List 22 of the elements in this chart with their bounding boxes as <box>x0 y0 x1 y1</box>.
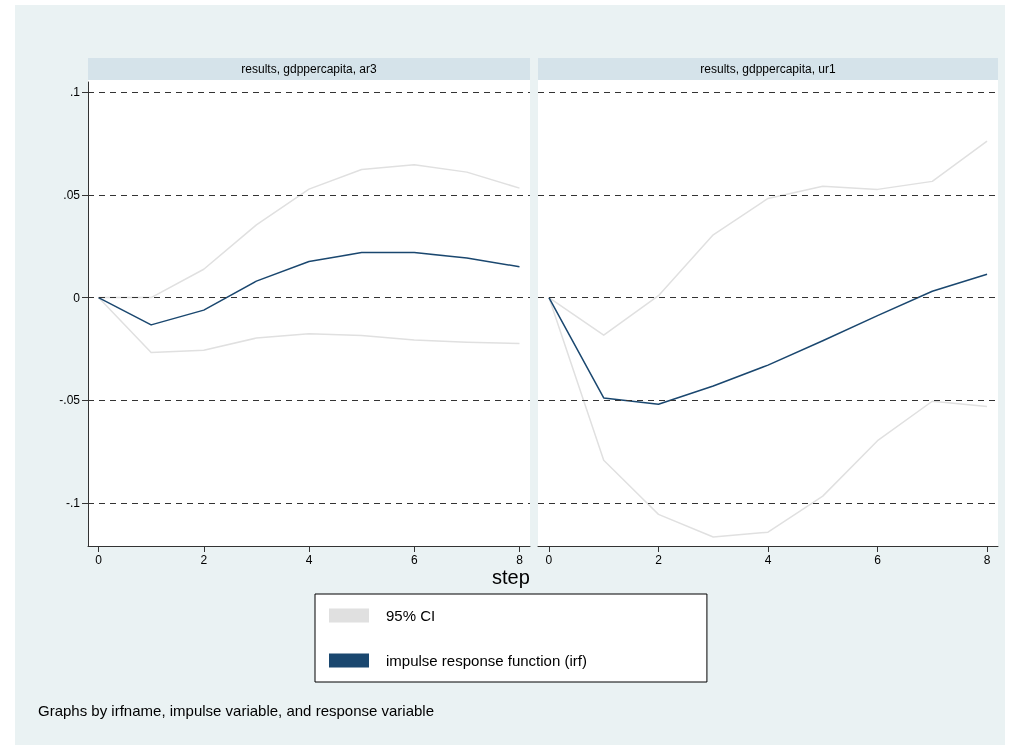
y-tick-label: -.1 <box>65 495 81 510</box>
x-tick-label: 2 <box>200 553 208 567</box>
chart-title: results, gdppercapita, ar3 <box>88 58 530 80</box>
x-tick-label: 4 <box>305 553 313 567</box>
x-tick-label: 2 <box>655 553 663 567</box>
y-tick-label: .1 <box>69 85 81 100</box>
y-tick-label: .05 <box>63 187 81 202</box>
text: Graphs by irfname, impulse variable, and response variable <box>38 702 435 719</box>
x-tick-label: 6 <box>410 553 418 567</box>
x-tick-label: 4 <box>764 553 772 567</box>
y-tick-label: 0 <box>73 290 81 305</box>
y-tick-label: -.05 <box>59 393 81 408</box>
x-tick-label: 0 <box>95 553 103 567</box>
x-tick-label: 6 <box>874 553 882 567</box>
line-series <box>97 251 521 326</box>
x-tick-label: 8 <box>983 553 991 567</box>
chart-title: results, gdppercapita, ur1 <box>538 58 998 80</box>
x-tick-label: 0 <box>545 553 553 567</box>
legend-label: 95% CI <box>386 607 436 624</box>
legend-label: impulse response function (irf) <box>386 652 587 669</box>
x-axis-title: step <box>492 566 530 589</box>
x-tick-label: 8 <box>516 553 524 567</box>
